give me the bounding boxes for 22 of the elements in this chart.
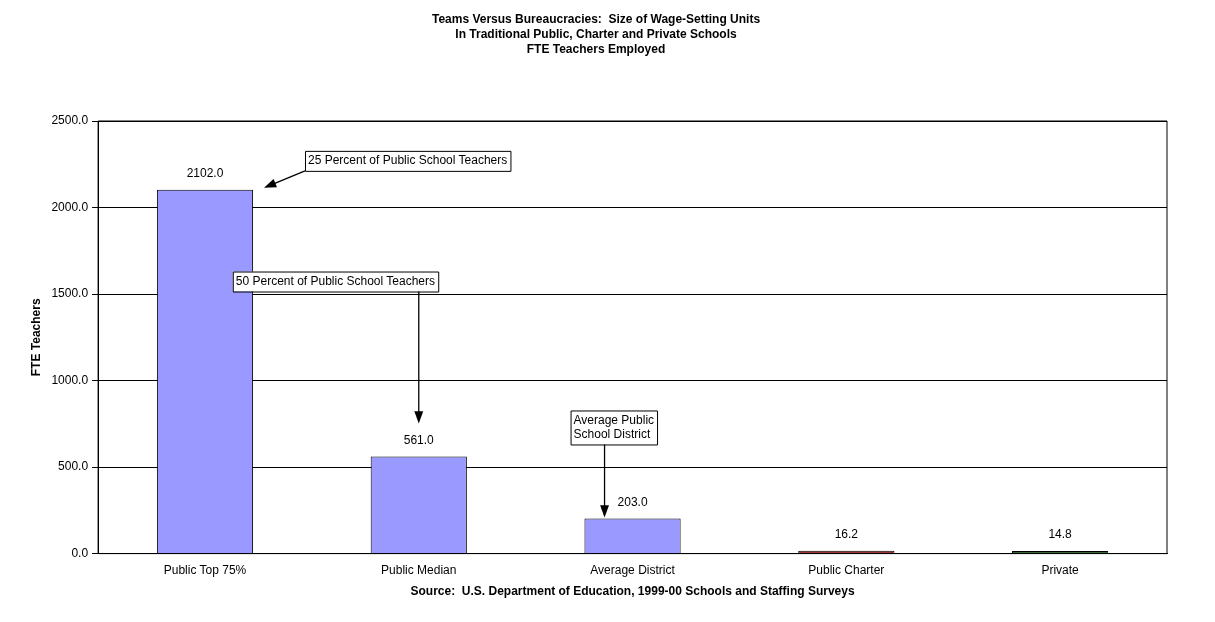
y-tick-label: 0.0 (71, 545, 89, 560)
annotation: Average Public School District (573, 412, 655, 441)
annotation: 25 Percent of Public School Teachers (307, 153, 508, 168)
annotation: 50 Percent of Public School Teachers (235, 273, 436, 288)
data-label: 14.8 (1048, 527, 1073, 542)
data-label: 16.2 (834, 527, 859, 542)
y-tick-label: 2500.0 (51, 113, 89, 128)
y-tick-label: 1000.0 (51, 372, 89, 387)
data-label: 203.0 (617, 494, 648, 509)
y-tick-label: 1500.0 (51, 286, 89, 301)
data-label: 2102.0 (186, 166, 224, 181)
x-tick-label: Private (1041, 563, 1080, 578)
chart-title: Teams Versus Bureaucracies: Size of Wage-Setting Units In Traditional Public, Charter and Private Schools FTE Teachers Employed (431, 11, 761, 56)
y-tick-label: 500.0 (58, 459, 89, 474)
x-tick-label: Public Top 75% (163, 563, 247, 578)
data-label: 561.0 (403, 432, 435, 447)
x-tick-label: Public Charter (808, 563, 885, 578)
source-note: Source: U.S. Department of Education, 1999-00 Schools and Staffing Surveys (410, 583, 855, 598)
x-tick-label: Public Median (381, 563, 457, 578)
y-axis-title: FTE Teachers (28, 298, 43, 377)
y-tick-label: 2000.0 (51, 199, 89, 214)
x-tick-label: Average District (590, 563, 676, 578)
